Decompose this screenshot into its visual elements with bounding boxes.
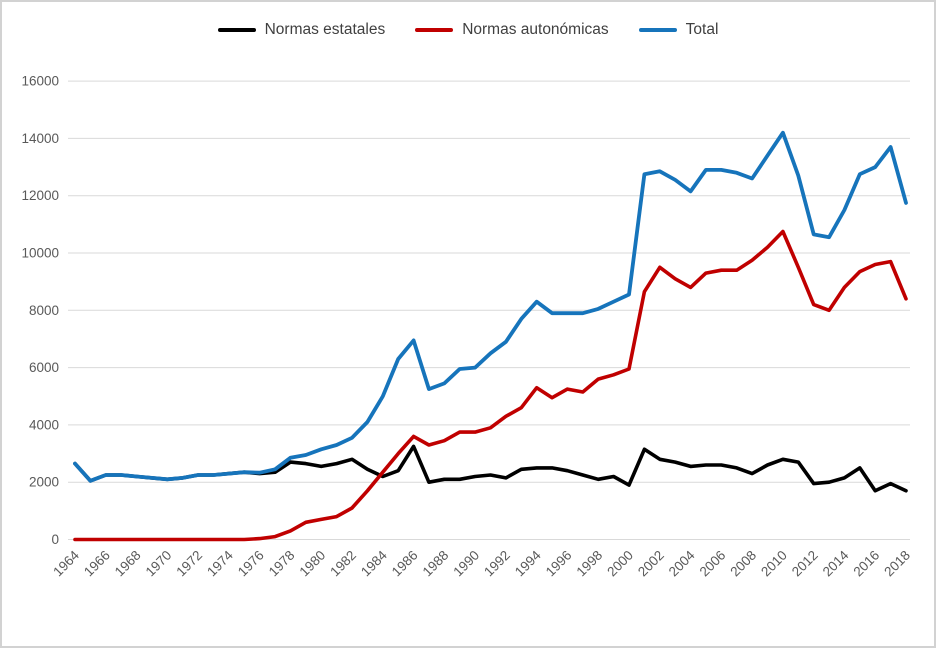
x-tick-label: 2006	[697, 548, 729, 580]
x-tick-label: 1964	[50, 547, 82, 579]
x-tick-label: 1996	[543, 548, 575, 580]
y-tick-label: 4000	[29, 417, 59, 432]
x-tick-label: 1972	[173, 548, 205, 580]
x-tick-label: 2012	[789, 548, 821, 580]
y-tick-label: 0	[51, 532, 59, 547]
x-tick-label: 1992	[481, 548, 513, 580]
x-tick-label: 1970	[143, 548, 175, 580]
x-tick-label: 1994	[512, 547, 544, 579]
legend-swatch-total	[638, 27, 677, 32]
series-line-normas-estatales	[73, 444, 908, 493]
series-line-normas-autonómicas	[73, 229, 908, 542]
data-series	[73, 130, 908, 542]
x-tick-label: 1988	[420, 548, 452, 580]
y-axis-labels: 0 2000 4000 6000 8000 10000 12000 14000 16000	[21, 74, 59, 547]
x-tick-label: 2014	[820, 547, 852, 579]
x-tick-label: 1974	[204, 547, 236, 579]
x-tick-label: 1968	[112, 548, 144, 580]
gridlines	[68, 80, 910, 540]
x-tick-label: 2010	[758, 548, 790, 580]
legend-label-normas-autonomicas: Normas autonómicas	[462, 21, 609, 38]
y-tick-label: 10000	[21, 246, 59, 261]
x-tick-label: 2016	[850, 548, 882, 580]
x-tick-label: 1978	[266, 548, 298, 580]
y-tick-label: 16000	[21, 74, 59, 89]
legend-item-normas-estatales: Normas estatales	[217, 21, 386, 38]
y-tick-label: 2000	[29, 475, 59, 490]
x-tick-label: 2000	[604, 548, 636, 580]
legend-label-normas-estatales: Normas estatales	[264, 21, 386, 38]
legend-swatch-normas-autonomicas	[415, 27, 454, 32]
x-tick-label: 1976	[235, 548, 267, 580]
x-tick-label: 1980	[296, 548, 328, 580]
legend-label-total: Total	[685, 21, 719, 38]
y-tick-label: 14000	[21, 131, 59, 146]
x-tick-label: 2002	[635, 548, 667, 580]
x-tick-label: 1982	[327, 548, 359, 580]
x-tick-label: 1966	[81, 548, 113, 580]
y-tick-label: 8000	[29, 303, 59, 318]
series-line-total	[73, 130, 908, 483]
x-tick-label: 2018	[881, 548, 913, 580]
y-tick-label: 6000	[29, 360, 59, 375]
y-tick-label: 12000	[21, 188, 59, 203]
x-tick-label: 2004	[666, 547, 698, 579]
x-axis-labels: 1964196619681970197219741976197819801982…	[50, 547, 913, 579]
chart-legend: Normas estatales Normas autonómicas Tota…	[2, 22, 934, 38]
x-tick-label: 1984	[358, 547, 390, 579]
x-tick-label: 1990	[450, 548, 482, 580]
x-tick-label: 1986	[389, 548, 421, 580]
legend-item-total: Total	[638, 21, 719, 38]
legend-item-normas-autonomicas: Normas autonómicas	[415, 21, 609, 38]
x-tick-label: 2008	[727, 548, 759, 580]
x-tick-label: 1998	[573, 548, 605, 580]
legend-swatch-normas-estatales	[217, 27, 256, 32]
